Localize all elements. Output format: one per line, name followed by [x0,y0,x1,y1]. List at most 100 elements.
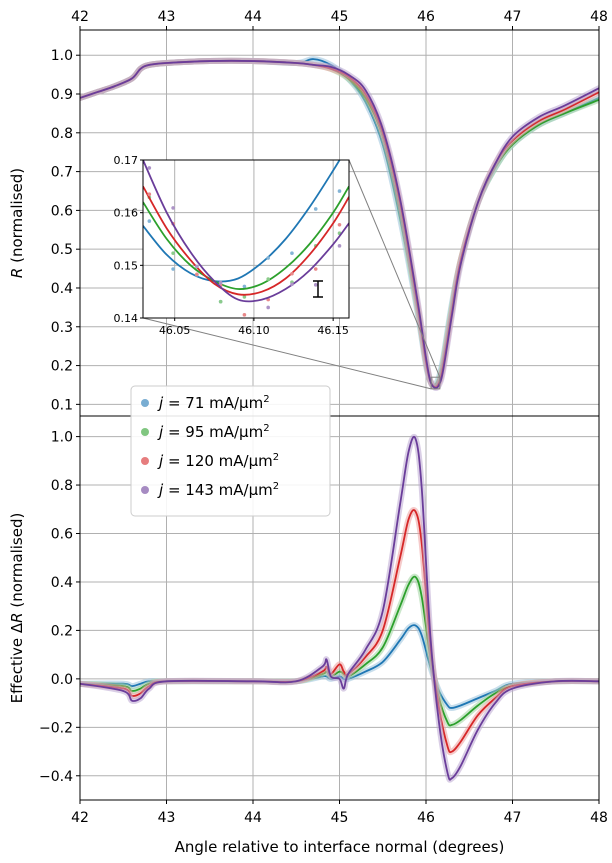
inset-ytick-label: 0.16 [114,207,139,220]
legend-label-italic: j [157,423,164,441]
top-xtick-label: 45 [331,9,349,25]
legend-label-text: = 71 mA/μm [163,394,263,412]
inset-data-point-j95 [242,295,247,299]
top-ytick-label: 0.4 [51,281,73,297]
bottom-xlabel: Angle relative to interface normal (degr… [175,838,505,856]
legend-label-italic: j [157,481,164,499]
inset-xtick-label: 46.15 [317,324,349,337]
bottom-ylabel-pre: Effective Δ [8,622,26,703]
inset-series-group [143,160,349,317]
top-ylabel-rest: (normalised) [8,168,26,268]
bottom-ytick-label: 0.0 [51,672,73,688]
inset-data-point-j95 [266,277,270,281]
inset-data-point-j120 [195,272,199,277]
inset-ytick-label: 0.15 [114,259,139,272]
top-xtick-label: 43 [158,9,176,25]
bottom-ytick-label: 0.4 [51,575,73,591]
top-xtick-label: 48 [590,9,608,25]
legend-label-j95: j = 95 mA/μm2 [157,423,270,441]
inset-data-point-j120 [290,271,294,276]
top-ytick-label: 0.2 [51,359,73,375]
inset-data-point-j71 [313,207,318,211]
top-xtick-label: 44 [244,9,262,25]
inset-data-point-j120 [337,222,342,227]
legend-label-text: = 95 mA/μm [163,423,263,441]
inset-data-point-j71 [337,189,342,193]
legend-label-sup: 2 [263,394,269,405]
zoom-connector-lower [142,317,432,390]
top-ytick-label: 0.3 [51,320,73,336]
inset-data-point-j143 [147,166,152,170]
inset-ytick-label: 0.17 [114,154,139,167]
bottom-ytick-label: 0.6 [51,527,73,543]
legend-label-text: = 143 mA/μm [163,481,273,499]
top-ytick-label: 0.6 [51,203,73,219]
bottom-ytick-label: 0.8 [51,478,73,494]
inset-frame [142,159,350,319]
inset-data-point-j95 [218,299,223,304]
legend-label-j143: j = 143 mA/μm2 [157,481,279,499]
top-xtick-label: 46 [417,9,435,25]
top-ylabel: R (normalised) [8,168,26,278]
inset-ytick-label: 0.14 [114,312,139,325]
bottom-frame [79,415,600,801]
bottom-xtick-label: 43 [158,810,176,826]
inset-xtick-label: 46.05 [159,324,191,337]
legend-label-sup: 2 [263,423,269,434]
inset-data-point-j143 [171,206,175,210]
inset-data-point-j95 [171,251,175,256]
inset-data-point-j71 [147,219,152,223]
top-series-line-j143 [80,59,599,389]
legend-label-italic: j [157,452,164,470]
bottom-series-line-j143 [80,435,599,781]
bottom-ylabel: Effective ΔR (normalised) [8,513,26,704]
inset-data-point-j143 [266,305,270,310]
inset-series-line-j71 [143,160,341,283]
bottom-ytick-label: −0.2 [39,720,73,736]
zoom-connector-upper [348,159,441,378]
inset-data-point-j71 [290,251,294,256]
inset-data-point-j71 [266,256,270,260]
inset-data-point-j120 [313,267,318,271]
legend-label-sup: 2 [273,452,279,463]
bottom-xtick-label: 47 [504,810,522,826]
inset-series-line-j120 [143,185,349,296]
bottom-xtick-label: 45 [331,810,349,826]
inset-xtick-label: 46.10 [238,324,270,337]
legend-box [130,385,331,517]
bottom-xtick-label: 44 [244,810,262,826]
legend-marker-j120 [141,457,149,465]
legend-marker-j71 [141,399,149,407]
top-ytick-label: 0.9 [51,87,73,103]
inset-data-point-j143 [290,282,294,287]
inset-series-line-j95 [143,185,349,290]
inset-data-point-j143 [195,264,199,269]
top-ytick-label: 0.1 [51,397,73,413]
inset-series-line-j143 [143,160,349,303]
bottom-ytick-label: 0.2 [51,623,73,639]
bottom-ylabel-rest: (normalised) [8,513,26,613]
bottom-ylabel-italic: R [8,612,26,622]
top-ytick-label: 1.0 [51,48,73,64]
legend-label-sup: 2 [273,481,279,492]
zoom-connector-lines [142,159,441,390]
bottom-xtick-label: 48 [590,810,608,826]
bottom-xtick-label: 42 [71,810,89,826]
top-ylabel-italic: R [8,268,26,278]
inset-data-point-j71 [242,284,247,289]
inset-data-point-j143 [337,244,342,248]
legend-label-italic: j [157,394,164,412]
inset-data-point-j120 [242,313,247,317]
top-xtick-label: 42 [71,9,89,25]
top-xtick-label: 47 [504,9,522,25]
top-ytick-label: 0.7 [51,165,73,181]
legend-marker-j95 [141,428,149,436]
inset-panel: 46.05 46.10 46.15 0.14 0.15 0.16 0.17 [114,154,350,337]
bottom-series-group [80,433,599,783]
legend-label-j120: j = 120 mA/μm2 [157,452,279,470]
inset-data-point-j71 [171,267,175,271]
top-ytick-label: 0.5 [51,242,73,258]
inset-data-point-j143 [313,283,318,287]
